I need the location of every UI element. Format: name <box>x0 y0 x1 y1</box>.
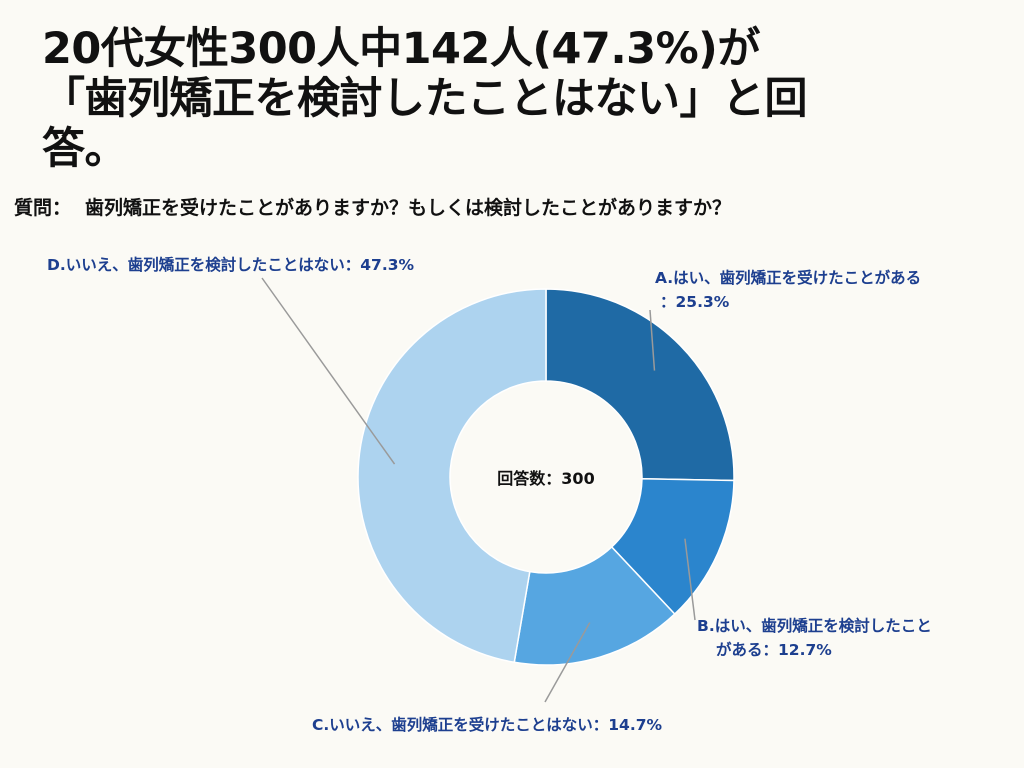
slice-a <box>545 288 735 482</box>
slice-label-b-line-1: B.はい、歯列矯正を検討したこと <box>697 616 932 635</box>
leader-lines <box>261 277 696 703</box>
slice-label-d-line-1: D.いいえ、歯列矯正を検討したことはない：47.3% <box>47 255 414 274</box>
slice-d <box>357 288 547 664</box>
slice-label-c-line-1: C.いいえ、歯列矯正を受けたことはない：14.7% <box>312 715 663 734</box>
slice-label-a-line-2: ：25.3% <box>660 293 730 311</box>
headline-line-1: 20代女性300人中142人(47.3%)が <box>42 24 760 74</box>
survey-question: 質問： 歯列矯正を受けたことがありますか？もしくは検討したことがありますか？ <box>14 193 1014 220</box>
slice-label-a-line-1: A.はい、歯列矯正を受けたことがある <box>655 268 921 287</box>
question-text: 歯列矯正を受けたことがありますか？もしくは検討したことがありますか？ <box>85 197 732 219</box>
donut-slices <box>357 288 735 666</box>
slice-c <box>513 545 676 666</box>
center-label: 回答数：300 <box>497 469 594 488</box>
headline-line-2: 「歯列矯正を検討したことはない」と回 <box>42 74 808 124</box>
leader-line-a <box>649 309 656 371</box>
leader-line-b <box>684 538 696 621</box>
slice-labels: A.はい、歯列矯正を受けたことがある ：25.3% B.はい、歯列矯正を検討したこと… <box>47 255 932 734</box>
slice-label-b-line-2: がある：12.7% <box>716 640 832 659</box>
leader-line-d <box>261 277 396 465</box>
headline: 20代女性300人中142人(47.3%)が 「歯列矯正を検討したことはない」と… <box>42 24 1002 174</box>
question-label: 質問： <box>14 197 72 219</box>
headline-line-3: 答。 <box>42 124 128 174</box>
leader-line-c <box>544 622 591 703</box>
